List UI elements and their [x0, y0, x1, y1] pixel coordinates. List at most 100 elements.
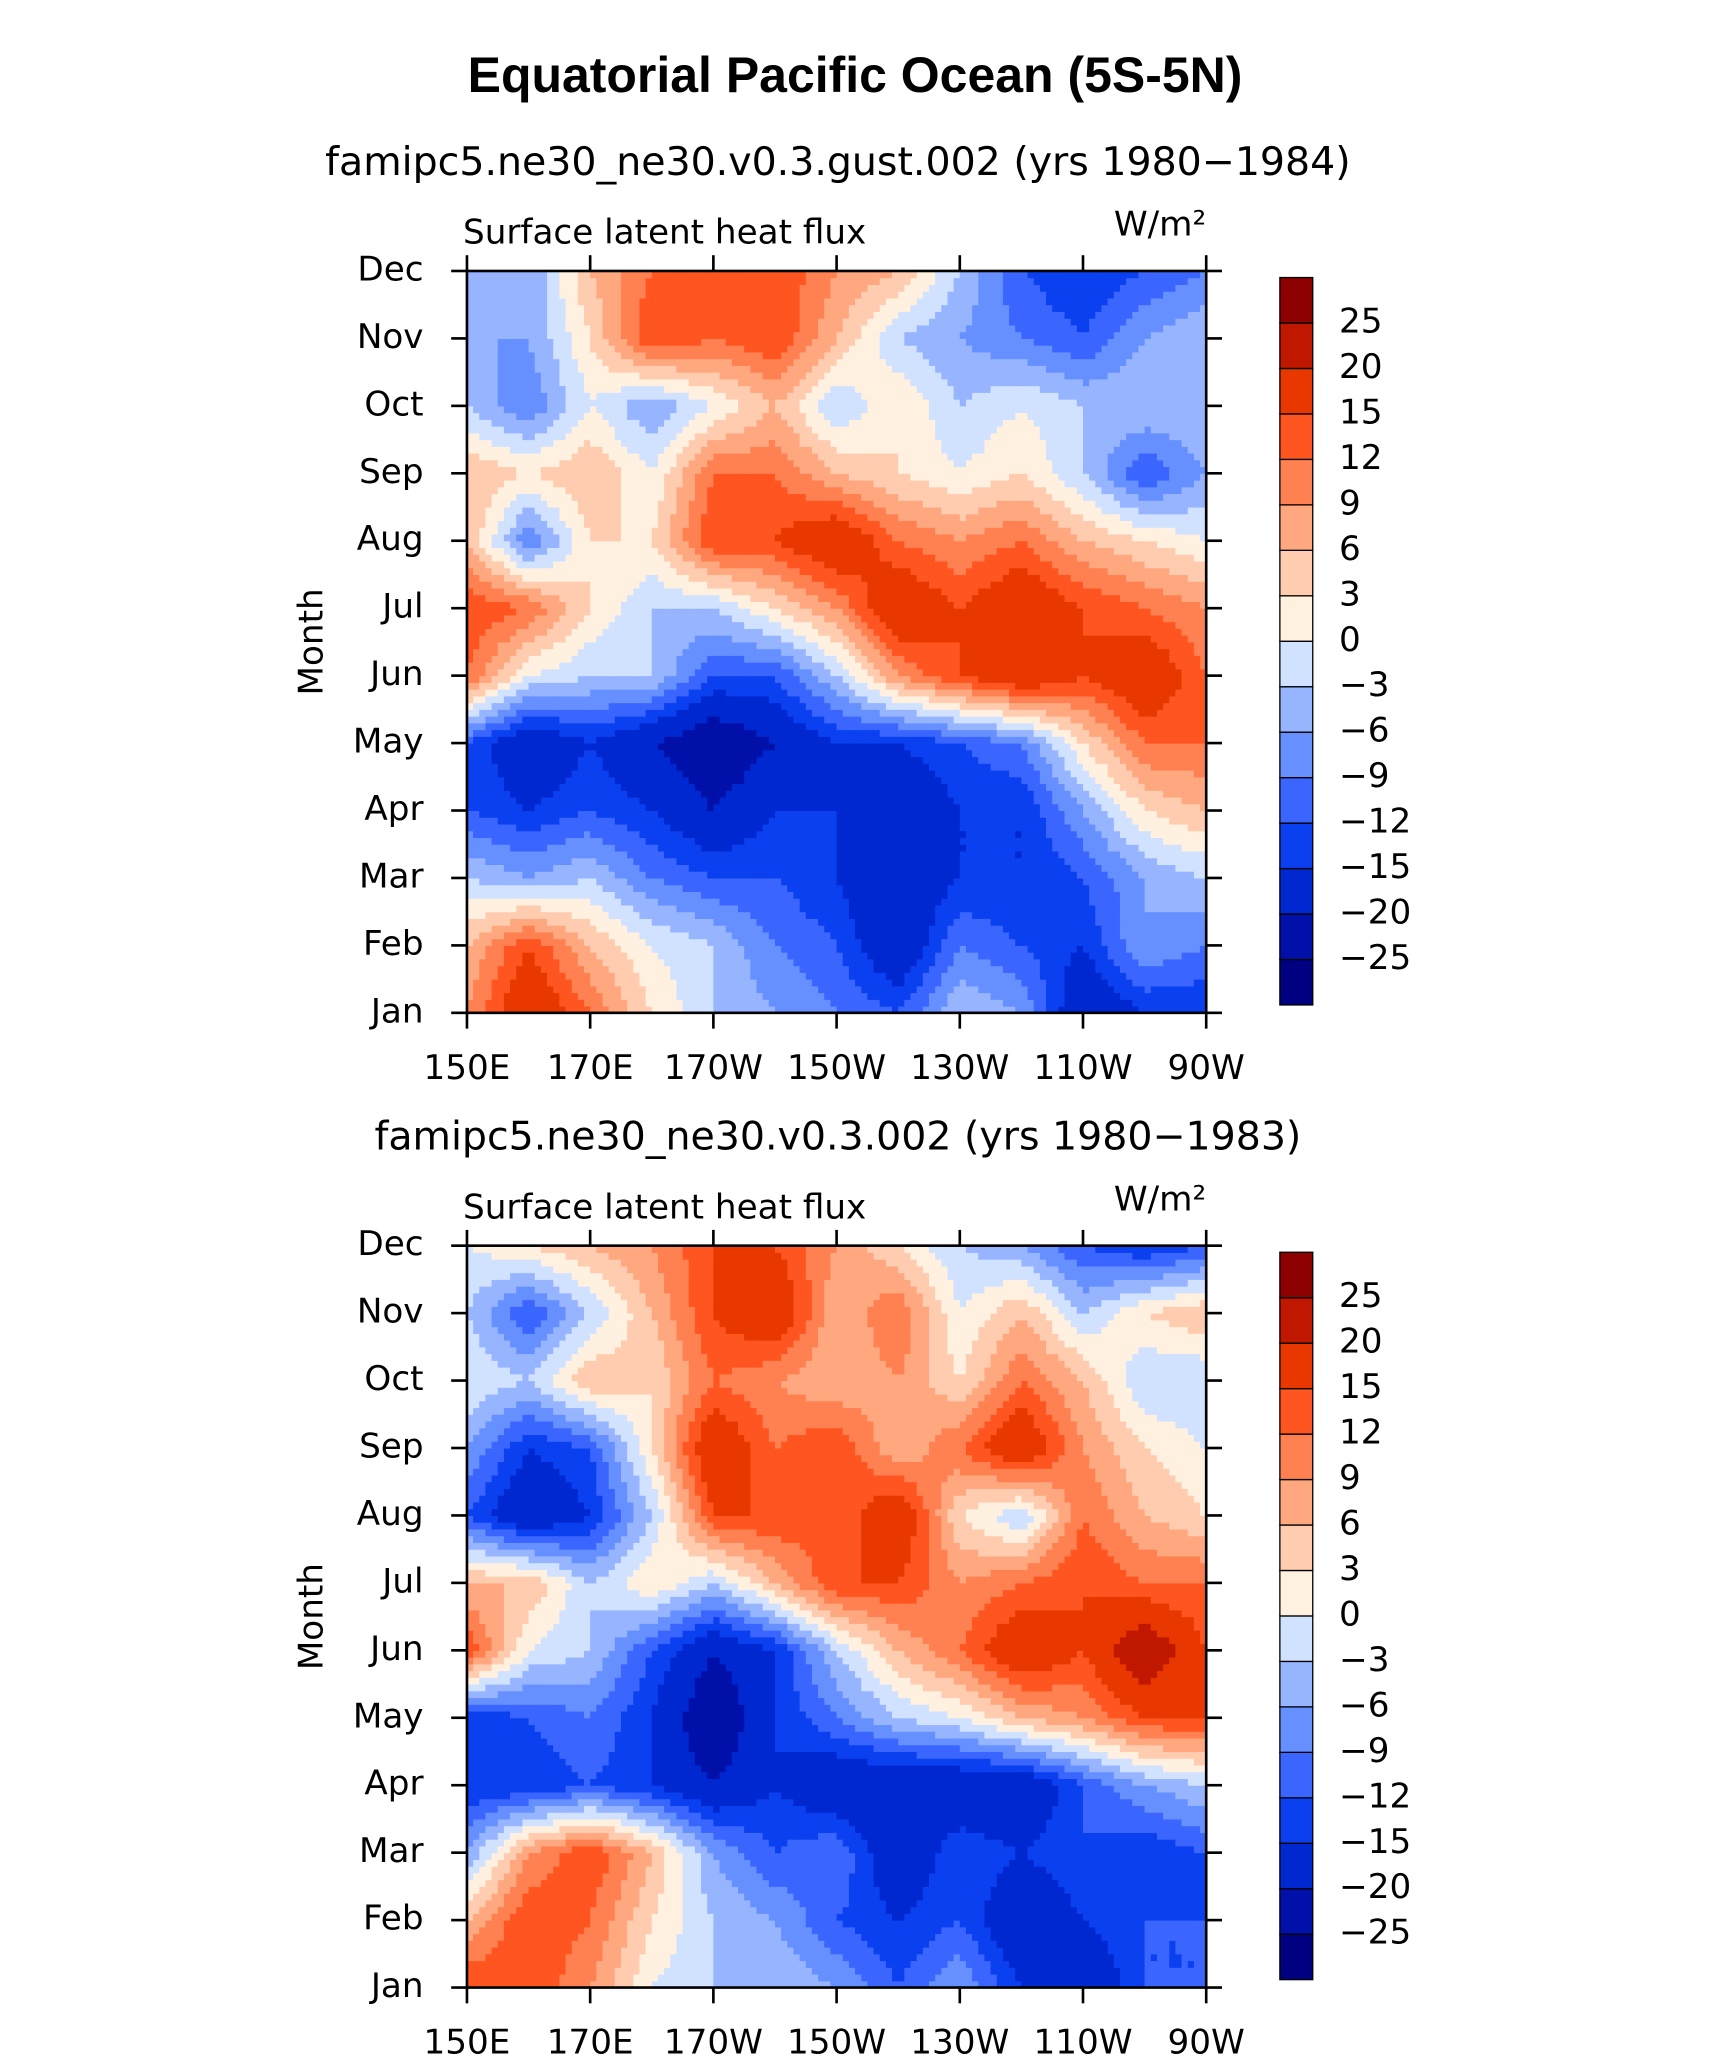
contour-cell: [566, 730, 573, 737]
contour-cell: [676, 925, 683, 932]
contour-cell: [880, 979, 887, 986]
contour-cell: [837, 817, 844, 824]
contour-cell: [572, 689, 579, 696]
contour-cell: [861, 757, 868, 764]
contour-cell: [596, 750, 603, 757]
contour-cell: [880, 837, 887, 844]
contour-cell: [763, 939, 770, 946]
contour-cell: [824, 824, 831, 831]
contour-cell: [485, 797, 492, 804]
contour-cell: [880, 864, 887, 871]
contour-cell: [892, 824, 899, 831]
contour-cell: [516, 790, 523, 797]
contour-cell: [510, 864, 517, 871]
contour-cell: [578, 999, 585, 1006]
contour-cell: [639, 986, 646, 993]
contour-cell: [1114, 844, 1121, 851]
contour-cell: [1132, 986, 1139, 993]
contour-cell: [997, 939, 1004, 946]
contour-cell: [929, 797, 936, 804]
contour-cell: [646, 986, 653, 993]
contour-cell: [584, 878, 591, 885]
contour-cell: [1138, 986, 1145, 993]
contour-cell: [1071, 763, 1078, 770]
contour-cell: [1034, 932, 1041, 939]
contour-cell: [602, 932, 609, 939]
contour-cell: [1009, 770, 1016, 777]
contour-cell: [602, 750, 609, 757]
contour-cell: [1015, 993, 1022, 1000]
contour-cell: [991, 925, 998, 932]
contour-cell: [633, 959, 640, 966]
contour-cell: [572, 939, 579, 946]
contour-cell: [911, 851, 918, 858]
contour-cell: [849, 871, 856, 878]
contour-cell: [886, 757, 893, 764]
contour-cell: [978, 925, 985, 932]
contour-cell: [1028, 979, 1035, 986]
contour-cell: [535, 891, 542, 898]
contour-cell: [707, 979, 714, 986]
contour-cell: [787, 945, 794, 952]
contour-cell: [947, 784, 954, 791]
contour-cell: [886, 959, 893, 966]
contour-cell: [935, 891, 942, 898]
contour-cell: [516, 696, 523, 703]
contour-cell: [1120, 918, 1127, 925]
contour-cell: [479, 993, 486, 1000]
contour-cell: [726, 837, 733, 844]
contour-cell: [1095, 837, 1102, 844]
contour-cell: [566, 790, 573, 797]
contour-cell: [504, 730, 511, 737]
contour-cell: [1126, 999, 1133, 1006]
contour-cell: [886, 952, 893, 959]
contour-cell: [596, 939, 603, 946]
contour-cell: [1120, 891, 1127, 898]
contour-cell: [812, 817, 819, 824]
contour-cell: [485, 716, 492, 723]
contour-cell: [1163, 885, 1170, 892]
contour-cell: [824, 743, 831, 750]
contour-cell: [683, 999, 690, 1006]
contour-cell: [676, 932, 683, 939]
contour-cell: [732, 851, 739, 858]
contour-cell: [726, 811, 733, 818]
contour-cell: [1175, 784, 1182, 791]
contour-cell: [633, 837, 640, 844]
contour-cell: [1095, 952, 1102, 959]
contour-cell: [695, 831, 702, 838]
contour-cell: [984, 891, 991, 898]
contour-cell: [1138, 993, 1145, 1000]
contour-cell: [941, 797, 948, 804]
contour-cell: [978, 918, 985, 925]
contour-cell: [1151, 864, 1158, 871]
contour-cell: [646, 999, 653, 1006]
contour-cell: [639, 898, 646, 905]
contour-cell: [732, 885, 739, 892]
contour-cell: [972, 966, 979, 973]
contour-cell: [1083, 871, 1090, 878]
contour-cell: [695, 757, 702, 764]
contour-cell: [1058, 885, 1065, 892]
contour-cell: [843, 945, 850, 952]
contour-cell: [824, 858, 831, 865]
contour-cell: [997, 912, 1004, 919]
contour-cell: [775, 925, 782, 932]
contour-cell: [646, 851, 653, 858]
contour-cell: [578, 757, 585, 764]
contour-cell: [529, 966, 536, 973]
contour-cell: [818, 918, 825, 925]
contour-cell: [602, 837, 609, 844]
contour-cell: [553, 918, 560, 925]
contour-cell: [880, 858, 887, 865]
contour-cell: [935, 804, 942, 811]
contour-cell: [473, 723, 480, 730]
contour-cell: [572, 993, 579, 1000]
contour-cell: [923, 790, 930, 797]
contour-cell: [861, 858, 868, 865]
contour-cell: [892, 986, 899, 993]
left-label: Surface latent heat flux: [463, 213, 866, 253]
contour-cell: [830, 999, 837, 1006]
contour-cell: [584, 972, 591, 979]
contour-cell: [769, 831, 776, 838]
